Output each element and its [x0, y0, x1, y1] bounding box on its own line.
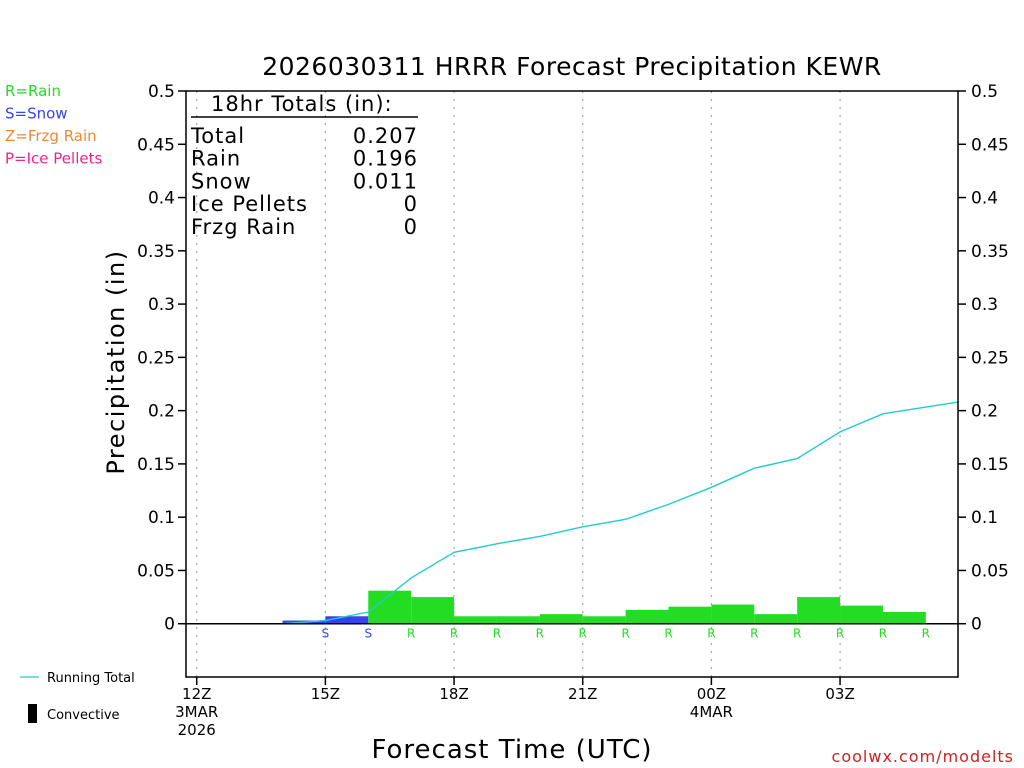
- x-tick-label: 12Z: [182, 685, 211, 703]
- y-tick-label-left: 0.15: [137, 455, 175, 475]
- x-axis-label: Forecast Time (UTC): [371, 735, 652, 765]
- totals-row-value: 0: [404, 192, 418, 216]
- chart-title: 2026030311 HRRR Forecast Precipitation K…: [262, 52, 882, 81]
- convective-legend-label: Convective: [47, 708, 120, 723]
- totals-row-label: Total: [190, 124, 245, 148]
- y-tick-label-right: 0: [971, 615, 982, 635]
- precip-bar: [711, 604, 755, 624]
- precip-type-label: R: [879, 627, 887, 641]
- y-tick-label-left: 0.3: [148, 295, 175, 315]
- precip-bar: [625, 609, 669, 624]
- y-tick-label-right: 0.05: [971, 561, 1009, 581]
- totals-row-label: Rain: [191, 147, 241, 171]
- precip-bar: [496, 616, 540, 624]
- precip-type-label: S: [364, 627, 372, 641]
- precip-type-label: R: [579, 627, 587, 641]
- precip-type-label: R: [922, 627, 930, 641]
- y-tick-label-right: 0.25: [971, 348, 1009, 368]
- precip-type-label: R: [836, 627, 844, 641]
- precip-bar: [882, 612, 926, 624]
- running-total-line: [196, 401, 959, 625]
- y-tick-label-left: 0: [164, 615, 175, 635]
- totals-row-label: Frzg Rain: [191, 215, 296, 239]
- y-tick-label-left: 0.2: [148, 402, 175, 422]
- precip-bar: [411, 597, 455, 624]
- x-tick-label: 15Z: [311, 685, 340, 703]
- credit-text: coolwx.com/modelts: [832, 747, 1014, 766]
- plot-frame: [185, 90, 959, 678]
- series-legend: Running Total Convective: [20, 671, 135, 723]
- precip-bar: [797, 597, 841, 624]
- precip-type-legend-item: S=Snow: [5, 105, 68, 123]
- totals-row-value: 0.207: [353, 124, 418, 148]
- y-tick-label-right: 0.45: [971, 135, 1009, 155]
- y-tick-label-right: 0.2: [971, 402, 998, 422]
- precip-type-label: R: [707, 627, 715, 641]
- x-tick-label: 03Z: [825, 685, 854, 703]
- y-tick-label-left: 0.05: [137, 561, 175, 581]
- y-tick-label-left: 0.5: [148, 82, 175, 102]
- y-tick-label-left: 0.45: [137, 135, 175, 155]
- precip-type-label: R: [493, 627, 501, 641]
- precip-type-label: R: [793, 627, 801, 641]
- totals-row-value: 0.011: [353, 169, 418, 193]
- totals-row-value: 0: [404, 215, 418, 239]
- precip-type-legend-item: P=Ice Pellets: [5, 150, 102, 168]
- precip-type-label: R: [621, 627, 629, 641]
- precip-bar: [325, 616, 369, 624]
- y-tick-label-left: 0.1: [148, 508, 175, 528]
- y-tick-label-right: 0.5: [971, 82, 998, 102]
- y-tick-label-left: 0.35: [137, 242, 175, 262]
- precip-type-label: R: [664, 627, 672, 641]
- precip-bar: [454, 616, 497, 624]
- convective-legend-swatch: [28, 704, 37, 723]
- precip-type-legend-item: Z=Frzg Rain: [5, 127, 97, 145]
- running-total-legend-label: Running Total: [47, 671, 135, 686]
- precip-type-label: R: [536, 627, 544, 641]
- totals-row-value: 0.196: [353, 147, 418, 171]
- y-axis-label: Precipitation (in): [102, 249, 130, 474]
- totals-heading: 18hr Totals (in):: [211, 92, 393, 116]
- x-tick-date: 3MAR: [175, 703, 218, 721]
- y-tick-label-left: 0.4: [148, 189, 175, 209]
- precip-type-label: R: [450, 627, 458, 641]
- totals-row-label: Snow: [191, 169, 252, 193]
- x-tick-year: 2026: [178, 721, 216, 739]
- bar-layer: [282, 590, 926, 624]
- precip-bar: [754, 614, 798, 624]
- precip-bar: [539, 614, 583, 624]
- x-tick-date: 4MAR: [690, 703, 733, 721]
- y-tick-label-right: 0.35: [971, 242, 1009, 262]
- precip-type-legend-item: R=Rain: [5, 82, 61, 100]
- totals-rows: Total 0.207 Rain 0.196 Snow 0.011 Ice Pellets 0…: [190, 124, 418, 239]
- precip-bar: [840, 605, 883, 624]
- x-tick-label: 21Z: [568, 685, 597, 703]
- y-tick-label-right: 0.3: [971, 295, 998, 315]
- running-total-layer: [196, 401, 959, 625]
- precip-type-legend: R=Rain S=Snow Z=Frzg Rain P=Ice Pellets: [5, 82, 102, 168]
- totals-box: 18hr Totals (in): Total 0.207 Rain 0.196 Sno…: [190, 92, 418, 239]
- precip-type-label: S: [322, 627, 330, 641]
- y-tick-label-right: 0.4: [971, 189, 998, 209]
- precip-type-label: R: [407, 627, 415, 641]
- x-tick-label: 18Z: [439, 685, 468, 703]
- precip-type-label: R: [750, 627, 758, 641]
- precip-bar: [668, 606, 712, 624]
- grid-layer: [196, 91, 841, 677]
- x-tick-label: 00Z: [697, 685, 726, 703]
- y-tick-label-left: 0.25: [137, 348, 175, 368]
- y-tick-label-right: 0.1: [971, 508, 998, 528]
- y-tick-label-right: 0.15: [971, 455, 1009, 475]
- totals-row-label: Ice Pellets: [191, 192, 308, 216]
- precip-bar: [582, 616, 626, 624]
